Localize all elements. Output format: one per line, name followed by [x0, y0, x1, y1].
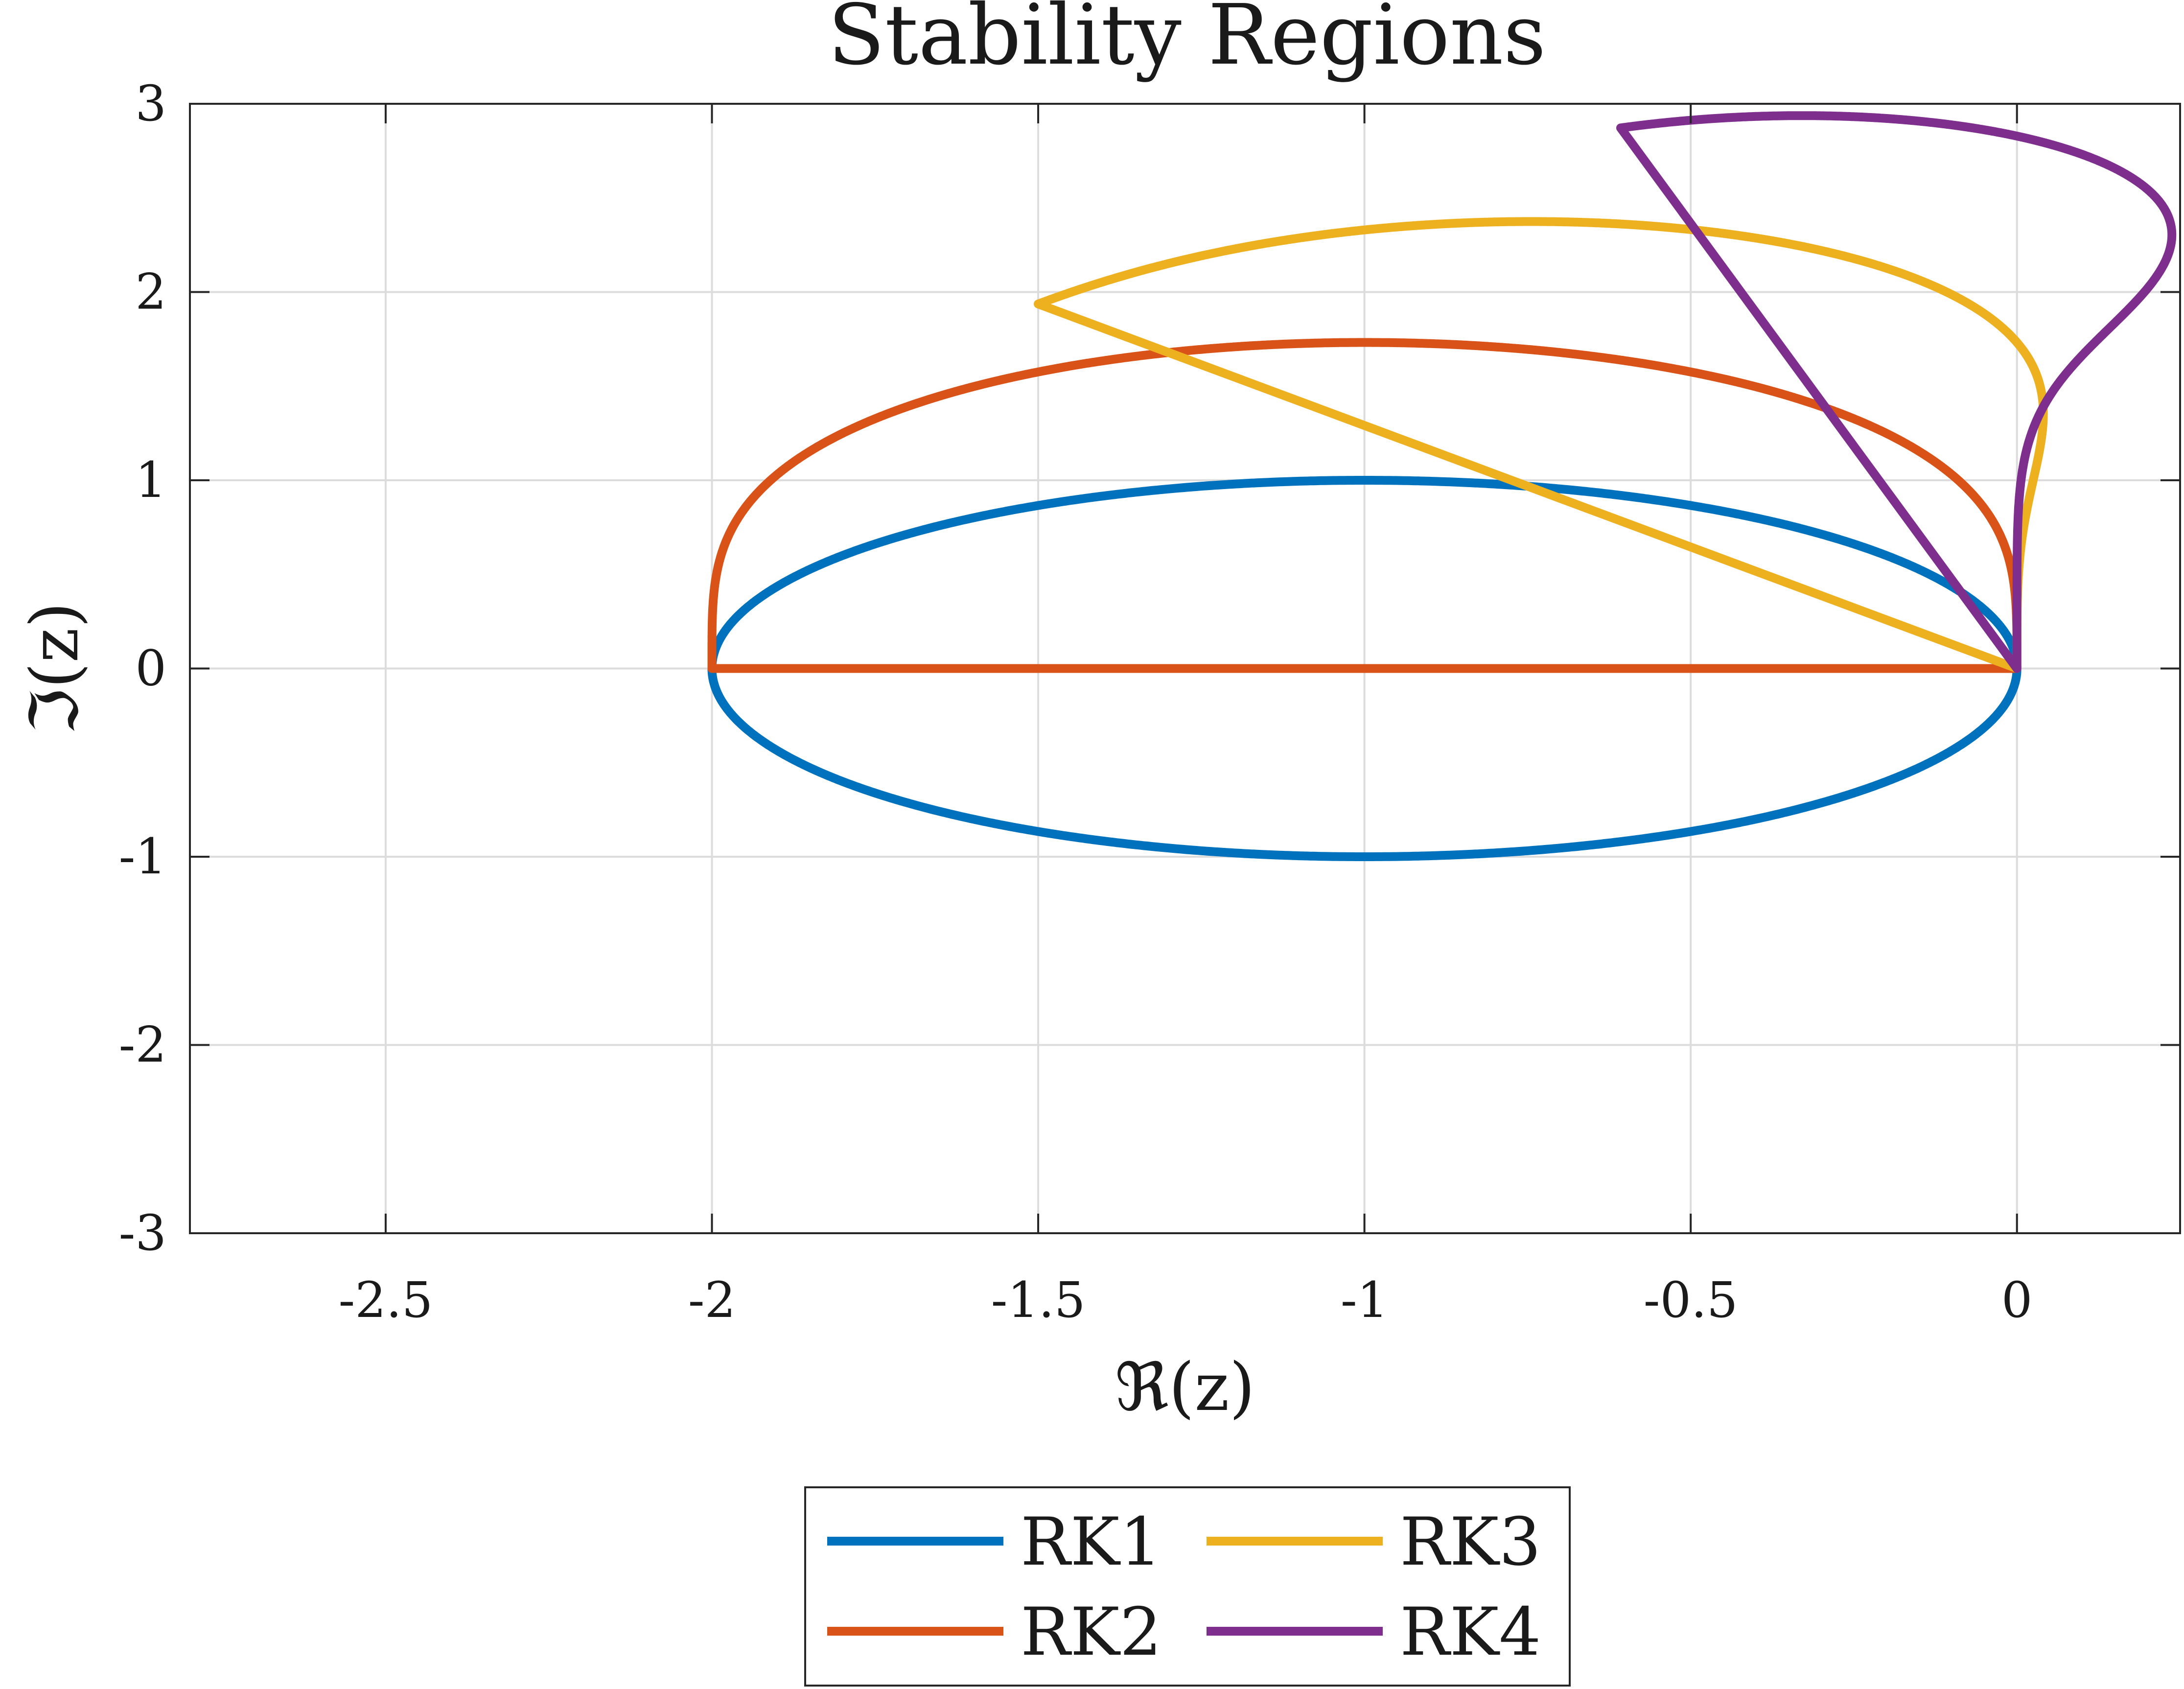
x-tick-label: 0 — [2001, 1271, 2033, 1329]
legend-label-rk4: RK4 — [1400, 1594, 1541, 1670]
legend-label-rk1: RK1 — [1021, 1503, 1162, 1580]
series-rk4-line — [1616, 111, 2177, 673]
x-tick-labels: -2.5 -2 -1.5 -1 -0.5 0 — [339, 1271, 2033, 1329]
legend-label-rk2: RK2 — [1021, 1594, 1162, 1670]
plot-area — [707, 111, 2177, 861]
legend-label-rk3: RK3 — [1400, 1503, 1541, 1580]
legend: RK1 RK2 RK3 RK4 — [804, 1486, 1571, 1687]
x-tick-label: -1 — [1341, 1271, 1388, 1329]
axis-ticks — [190, 103, 2180, 1234]
y-tick-label: 2 — [135, 263, 166, 321]
legend-box — [804, 1486, 1571, 1687]
series-group — [707, 111, 2177, 861]
x-tick-label: -1.5 — [991, 1271, 1086, 1329]
y-tick-label: 0 — [135, 640, 166, 697]
y-tick-labels: -3 -2 -1 0 1 2 3 — [119, 75, 166, 1262]
series-rk3-line — [1034, 217, 2048, 673]
y-tick-label: -1 — [119, 828, 166, 885]
y-tick-label: 1 — [135, 451, 166, 509]
chart-title: Stability Regions — [828, 0, 1546, 84]
y-axis-label: ℑ(z) — [16, 602, 93, 735]
x-axis-label: ℜ(z) — [1115, 1349, 1255, 1426]
series-rk2-line — [707, 338, 2021, 673]
y-tick-label: -2 — [119, 1016, 166, 1074]
x-tick-label: -2 — [688, 1271, 736, 1329]
y-tick-label: -3 — [119, 1204, 166, 1262]
y-tick-label: 3 — [135, 75, 166, 132]
x-tick-label: -2.5 — [339, 1271, 433, 1329]
x-tick-label: -0.5 — [1644, 1271, 1738, 1329]
